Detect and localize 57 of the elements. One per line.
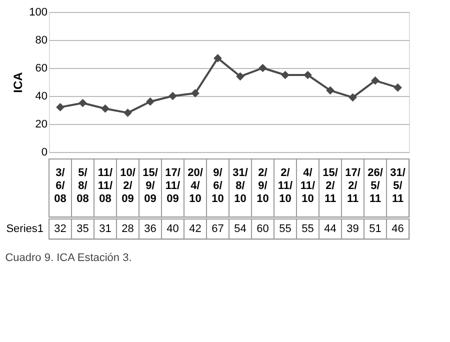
data-label: 67	[212, 223, 224, 235]
data-label: 54	[234, 223, 246, 235]
point	[371, 76, 380, 85]
x-tick-label: 31/5/11	[390, 167, 406, 205]
point	[78, 98, 87, 108]
x-tick-label: 15/9/09	[142, 167, 158, 205]
data-label: 31	[99, 223, 112, 235]
data-label: 35	[76, 223, 89, 235]
point	[304, 70, 312, 80]
x-tick-label: 10/2/09	[120, 167, 136, 205]
x-tick-label: 11/11/08	[98, 167, 113, 205]
point	[394, 83, 402, 92]
data-label: 46	[392, 223, 404, 235]
y-tick-label: 20	[35, 118, 48, 130]
point	[281, 70, 290, 80]
text: Cuadro 9. ICA Estación 3.	[5, 252, 132, 264]
point	[168, 92, 177, 100]
point	[258, 64, 267, 72]
x-tick-label: 3/6/08	[54, 167, 66, 205]
x-tick-label: 15/2/11	[322, 167, 338, 205]
point	[214, 54, 222, 62]
data-label: 55	[302, 223, 314, 235]
x-tick-label: 17/2/11	[345, 167, 360, 205]
data-label: 39	[346, 223, 359, 235]
point	[56, 103, 64, 112]
point	[124, 108, 132, 117]
data-label: 51	[369, 223, 382, 235]
point	[236, 72, 244, 81]
x-tick-label: 17/11/09	[165, 167, 180, 205]
data-label: 42	[189, 223, 202, 235]
x-tick-label: 9/6/10	[212, 167, 224, 205]
y-tick-label: 60	[35, 62, 48, 74]
y-axis-title: ICA	[11, 72, 26, 93]
x-tick-label: 5/8/08	[76, 167, 89, 205]
y-tick-label: 40	[35, 90, 48, 102]
data-label: 28	[122, 223, 134, 235]
point	[348, 93, 357, 102]
point	[146, 97, 154, 106]
x-tick-label: 2/9/10	[256, 167, 269, 205]
point	[326, 86, 334, 95]
x-tick-label: 2/11/10	[278, 167, 293, 205]
y-tick-label: 0	[41, 146, 48, 158]
point	[101, 104, 110, 113]
data-label: 60	[256, 223, 269, 235]
data-label: 44	[324, 223, 336, 235]
x-tick-label: 4/11/10	[300, 167, 316, 205]
data-label: 32	[54, 223, 66, 235]
y-tick-label: 80	[35, 34, 48, 46]
x-tick-label: 20/4/10	[188, 167, 203, 205]
x-tick-label: 26/5/11	[368, 167, 383, 205]
data-label: 36	[144, 223, 156, 235]
text: Series1	[6, 223, 44, 235]
data-label: 55	[279, 223, 292, 235]
x-tick-label: 31/8/10	[232, 167, 248, 205]
point	[191, 89, 200, 98]
y-tick-label: 100	[29, 6, 48, 18]
data-label: 40	[166, 223, 179, 235]
